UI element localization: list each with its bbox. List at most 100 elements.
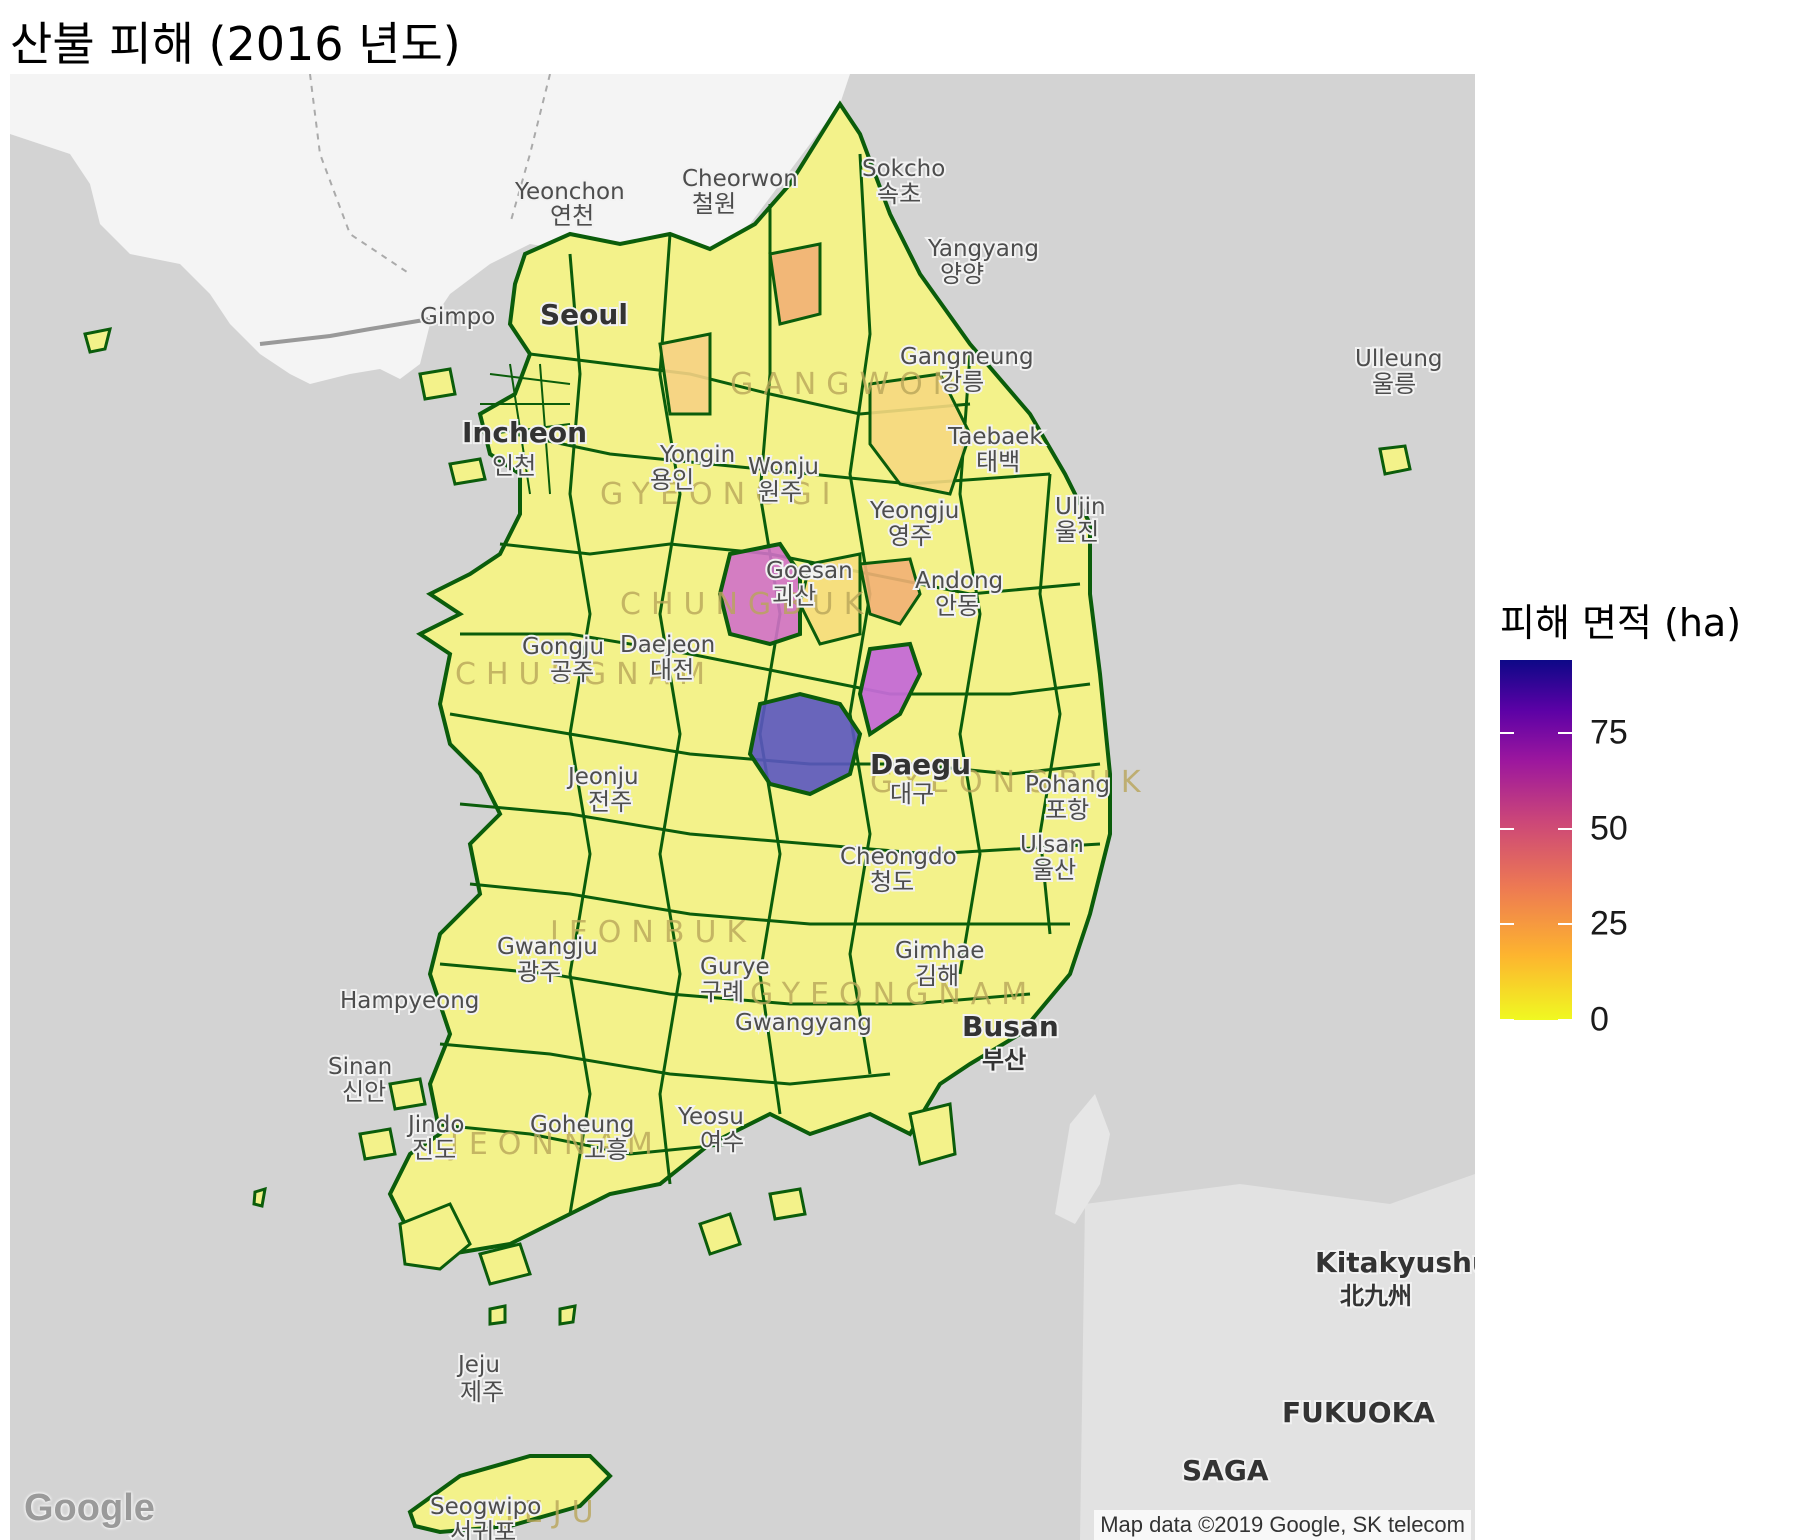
label-fukuoka: FUKUOKA — [1282, 1396, 1435, 1429]
label-incheon-ko: 인천 — [492, 452, 536, 480]
label-gwangju-ko: 광주 — [517, 958, 561, 986]
legend-tick-mark — [1500, 1019, 1514, 1021]
label-goheung-ko: 고흥 — [584, 1136, 628, 1164]
label-incheon: Incheon — [462, 416, 587, 449]
legend: 피해 면적 (ha) 75 50 25 0 — [1500, 592, 1800, 1039]
label-taebaek-ko: 태백 — [976, 448, 1020, 476]
legend-tick-mark — [1500, 923, 1514, 926]
label-jeonju-ko: 전주 — [588, 788, 632, 816]
region-label-chungbuk: CHUNGBUK — [620, 587, 873, 622]
legend-tick-mark — [1558, 1019, 1572, 1021]
district-jecheon-light[interactable] — [798, 552, 862, 646]
label-yeosu-ko: 여수 — [700, 1128, 744, 1156]
region-label-gyeonggi: GYEONGGI — [600, 477, 840, 512]
islands — [83, 327, 1412, 1326]
label-ulsan: Ulsan — [1020, 832, 1084, 858]
label-jindo: Jindo — [406, 1112, 464, 1138]
label-busan-ko: 부산 — [982, 1046, 1026, 1074]
label-busan: Busan — [962, 1010, 1059, 1043]
label-uljin: Uljin — [1055, 494, 1106, 520]
dmz-line — [259, 317, 431, 346]
label-gwangyang: Gwangyang — [735, 1010, 872, 1036]
google-logo: Google — [24, 1487, 155, 1529]
district-inje-orange[interactable] — [768, 242, 822, 326]
map-panel[interactable]: GANGWON GYEONGGI CHUNGBUK CHUNGNAM GYEON… — [10, 74, 1475, 1540]
label-gongju: Gongju — [522, 634, 604, 660]
legend-tick-label: 50 — [1590, 809, 1628, 847]
label-uljin-ko: 울진 — [1055, 518, 1099, 546]
legend-colorbar — [1500, 660, 1572, 1020]
map-attribution[interactable]: Map data ©2019 Google, SK telecom — [1094, 1510, 1471, 1540]
basemap[interactable]: GANGWON GYEONGGI CHUNGBUK CHUNGNAM GYEON… — [10, 74, 1475, 1540]
label-gongju-ko: 공주 — [550, 658, 594, 686]
label-cheongdo-ko: 청도 — [870, 868, 914, 896]
label-kitakyushu: Kitakyushu — [1315, 1246, 1475, 1279]
japan-landmass — [1080, 1174, 1475, 1540]
label-ulsan-ko: 울산 — [1032, 856, 1076, 884]
label-seogwipo-ko: 서귀포 — [450, 1518, 516, 1540]
region-label-jeonbuk: JEONBUK — [548, 915, 756, 950]
legend-tick-label: 75 — [1590, 713, 1628, 752]
label-gurye: Gurye — [700, 954, 770, 980]
label-yangyang: Yangyang — [927, 236, 1039, 262]
legend-tick-mark — [1500, 731, 1514, 734]
label-taebaek: Taebaek — [947, 424, 1043, 450]
label-gangneung: Gangneung — [900, 344, 1034, 370]
label-cheorwon-ko: 철원 — [692, 190, 736, 218]
district-wonju-high[interactable] — [717, 541, 802, 647]
label-andong-ko: 안동 — [935, 592, 979, 620]
district-chungju-high[interactable] — [747, 691, 863, 797]
label-daejeon-ko: 대전 — [650, 656, 694, 684]
label-jeju: Jeju — [456, 1352, 500, 1378]
region-label-gangwon: GANGWON — [730, 367, 965, 402]
district-boundaries — [429, 153, 1101, 1215]
label-daegu-ko: 대구 — [890, 780, 934, 808]
north-border-dashed — [309, 74, 551, 275]
label-yeongju: Yeongju — [869, 498, 959, 524]
label-gurye-ko: 구례 — [700, 978, 744, 1006]
label-ulleung: Ulleung — [1355, 346, 1443, 372]
label-gimhae: Gimhae — [895, 938, 984, 964]
label-gimhae-ko: 김해 — [915, 962, 959, 990]
region-label-jeonnam: JEONNAM — [448, 1127, 663, 1162]
label-yongin-ko: 용인 — [650, 466, 694, 494]
label-yeoncheon-ko: 연천 — [550, 202, 594, 230]
legend-tick-mark — [1558, 731, 1572, 734]
label-gwangju: Gwangju — [497, 934, 598, 960]
legend-tick-mark — [1500, 827, 1514, 830]
label-jindo-ko: 진도 — [412, 1136, 456, 1164]
district-mungyeong-high[interactable] — [857, 641, 923, 738]
district-hongcheon-light[interactable] — [658, 332, 712, 416]
label-daegu: Daegu — [870, 748, 971, 781]
label-sokcho: Sokcho — [862, 156, 945, 182]
label-sinan: Sinan — [328, 1054, 392, 1080]
label-ulleung-ko: 울릉 — [1372, 370, 1416, 398]
district-yeongwol-orange[interactable] — [858, 557, 922, 626]
label-yeongju-ko: 영주 — [888, 522, 932, 550]
legend-tick-mark — [1558, 923, 1572, 926]
jeju-island[interactable] — [407, 1454, 613, 1535]
label-gangneung-ko: 강릉 — [940, 368, 984, 396]
label-seoul: Seoul — [540, 298, 628, 331]
label-saga: SAGA — [1182, 1454, 1269, 1487]
label-goesan: Goesan — [766, 558, 853, 584]
label-pohang: Pohang — [1025, 772, 1110, 798]
label-cheorwon: Cheorwon — [682, 166, 798, 192]
label-andong: Andong — [915, 568, 1003, 594]
label-seogwipo: Seogwipo — [430, 1494, 541, 1520]
label-wonju-ko: 원주 — [758, 478, 802, 506]
label-hampyeong: Hampyeong — [340, 988, 479, 1014]
label-yongin: Yongin — [659, 442, 735, 468]
region-label-jeju: JEJU — [503, 1495, 604, 1530]
label-goheung: Goheung — [530, 1112, 634, 1138]
label-kitakyushu-ko: 北九州 — [1340, 1282, 1412, 1310]
label-cheongdo: Cheongdo — [840, 844, 957, 870]
legend-tick-mark — [1558, 827, 1572, 830]
label-sinan-ko: 신안 — [342, 1078, 386, 1106]
label-yeoncheon: Yeonchon — [514, 179, 625, 205]
region-label-gyeongbuk: GYEONGBUK — [870, 765, 1151, 800]
label-wonju: Wonju — [748, 454, 819, 480]
label-jeonju: Jeonju — [566, 764, 639, 790]
legend-title: 피해 면적 (ha) — [1500, 601, 1742, 645]
district-gangneung-light[interactable] — [868, 372, 972, 496]
